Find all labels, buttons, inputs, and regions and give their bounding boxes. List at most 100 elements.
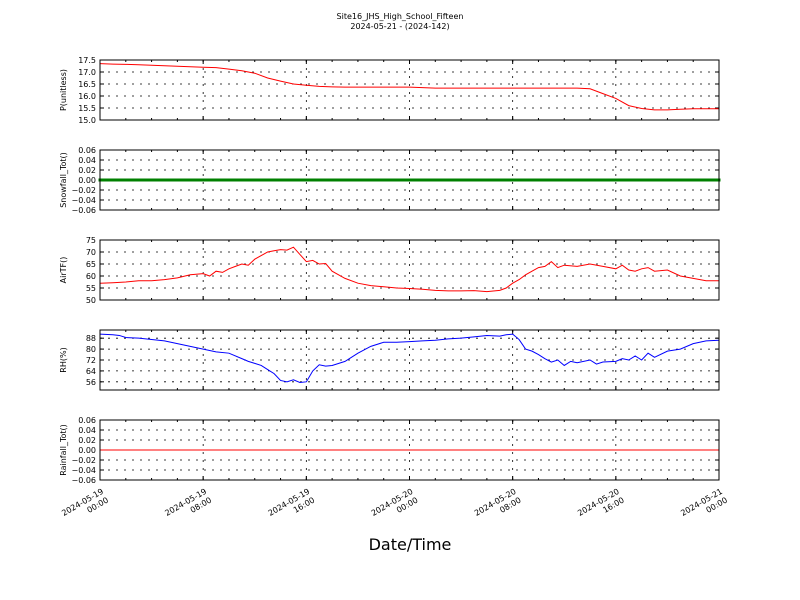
data-point-marker: [529, 178, 533, 182]
data-point-marker: [304, 178, 308, 182]
data-point-marker: [459, 178, 463, 182]
data-point-marker: [500, 178, 504, 182]
data-point-marker: [240, 178, 244, 182]
y-tick-label: 0.04: [78, 156, 96, 165]
data-point-marker: [191, 178, 195, 182]
data-point-marker: [637, 178, 641, 182]
data-point-marker: [598, 178, 602, 182]
y-tick-label: 17.0: [78, 68, 96, 77]
y-tick-label: −0.02: [71, 456, 96, 465]
y-axis-label: P(unitless): [59, 69, 68, 111]
data-point-marker: [139, 178, 143, 182]
data-point-marker: [379, 178, 383, 182]
data-point-marker: [542, 178, 546, 182]
data-point-marker: [696, 178, 700, 182]
data-point-marker: [487, 178, 491, 182]
y-tick-label: 65: [86, 260, 96, 269]
data-point-marker: [392, 178, 396, 182]
data-point-marker: [511, 178, 515, 182]
data-point-marker: [536, 178, 540, 182]
y-tick-label: 56: [86, 378, 96, 387]
data-point-marker: [506, 178, 510, 182]
data-point-marker: [111, 178, 115, 182]
data-point-marker: [583, 178, 587, 182]
data-point-marker: [237, 178, 241, 182]
data-point-marker: [294, 178, 298, 182]
data-point-marker: [653, 178, 657, 182]
y-tick-label: 75: [86, 236, 96, 245]
data-point-marker: [426, 178, 430, 182]
data-point-marker: [606, 178, 610, 182]
data-point-marker: [555, 178, 559, 182]
data-point-marker: [498, 178, 502, 182]
data-point-marker: [219, 178, 223, 182]
data-point-marker: [162, 178, 166, 182]
data-point-marker: [671, 178, 675, 182]
data-point-marker: [702, 178, 706, 182]
data-point-marker: [513, 178, 517, 182]
data-point-marker: [518, 178, 522, 182]
data-point-marker: [224, 178, 228, 182]
data-point-marker: [593, 178, 597, 182]
data-point-marker: [575, 178, 579, 182]
data-point-marker: [214, 178, 218, 182]
data-point-marker: [503, 178, 507, 182]
data-point-marker: [201, 178, 205, 182]
data-point-marker: [490, 178, 494, 182]
data-point-marker: [263, 178, 267, 182]
data-point-marker: [387, 178, 391, 182]
data-point-marker: [106, 178, 110, 182]
data-point-marker: [389, 178, 393, 182]
data-point-marker: [539, 178, 543, 182]
data-point-marker: [144, 178, 148, 182]
y-axis-label: AirTF(): [59, 257, 68, 284]
series-line: [99, 246, 719, 293]
data-point-marker: [629, 178, 633, 182]
data-point-marker: [444, 178, 448, 182]
data-point-marker: [678, 178, 682, 182]
y-tick-label: 80: [86, 345, 96, 354]
y-tick-label: −0.06: [71, 206, 96, 215]
data-point-marker: [441, 178, 445, 182]
data-point-marker: [258, 178, 262, 182]
data-point-marker: [196, 178, 200, 182]
data-point-marker: [573, 178, 577, 182]
data-point-marker: [356, 178, 360, 182]
data-point-marker: [446, 178, 450, 182]
panel-2: 50 55 60 65 70 75 AirTF(): [59, 236, 720, 305]
data-point-marker: [624, 178, 628, 182]
data-point-marker: [521, 178, 525, 182]
data-point-marker: [704, 178, 708, 182]
y-tick-label: 0.00: [78, 176, 96, 185]
data-point-marker: [585, 178, 589, 182]
y-axis-label: Rainfall_Tot(): [59, 424, 68, 476]
data-point-marker: [565, 178, 569, 182]
data-point-marker: [364, 178, 368, 182]
data-point-marker: [650, 178, 654, 182]
y-tick-label: 0.02: [78, 166, 96, 175]
data-point-marker: [157, 178, 161, 182]
data-point-marker: [346, 178, 350, 182]
data-point-marker: [206, 178, 210, 182]
data-point-marker: [325, 178, 329, 182]
data-point-marker: [232, 178, 236, 182]
y-tick-label: 17.5: [78, 56, 96, 65]
data-point-marker: [284, 178, 288, 182]
y-tick-label: 16.0: [78, 92, 96, 101]
data-point-marker: [119, 178, 123, 182]
data-point-marker: [181, 178, 185, 182]
data-point-marker: [353, 178, 357, 182]
data-point-marker: [312, 178, 316, 182]
data-point-marker: [199, 178, 203, 182]
data-point-marker: [260, 178, 264, 182]
data-point-marker: [358, 178, 362, 182]
data-point-marker: [591, 178, 595, 182]
data-point-marker: [681, 178, 685, 182]
x-axis-label: Date/Time: [369, 535, 452, 554]
y-tick-label: 15.5: [78, 104, 96, 113]
data-point-marker: [333, 178, 337, 182]
panels: 15.0 15.5 16.0 16.5 17.0 17.5 P(unitless) −0.06…: [59, 56, 721, 485]
